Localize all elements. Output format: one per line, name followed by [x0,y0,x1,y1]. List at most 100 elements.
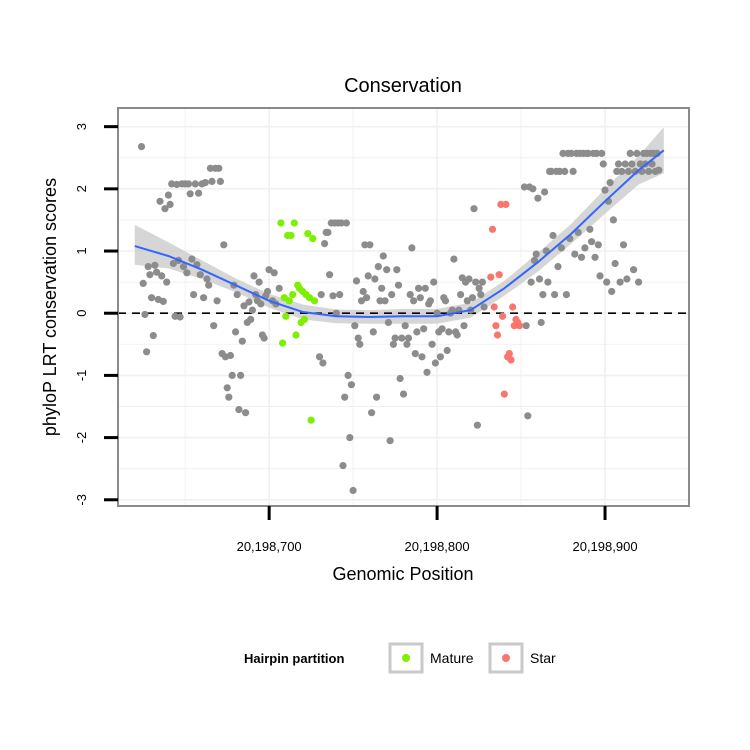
point-other [158,272,166,280]
point-other [391,334,399,342]
point-other [537,318,545,327]
point-other [359,287,367,296]
point-other [574,228,582,236]
point-mature [277,219,285,227]
point-other [475,284,483,292]
x-tick-label: 20,198,900 [572,539,637,554]
smooth-trend-line [134,149,665,319]
point-mature [310,297,319,305]
point-other [584,149,592,157]
point-other [645,167,653,175]
point-other [153,268,161,276]
point-other [361,241,369,249]
point-other [384,318,392,327]
point-other [468,294,476,302]
point-other [596,272,604,280]
point-other [465,275,473,283]
point-other [421,284,429,292]
point-other [226,351,235,360]
point-other [480,303,488,311]
point-other [369,328,377,336]
point-other [228,371,236,379]
point-other [248,306,256,314]
point-other [406,291,414,299]
point-other [611,259,619,268]
point-other [567,149,576,157]
point-other [270,269,278,277]
point-other [260,334,268,342]
point-star [487,273,495,281]
point-star [488,225,497,233]
point-other [448,306,456,314]
point-other [176,313,184,321]
point-other [416,294,424,302]
point-other [376,297,384,305]
point-star [490,303,498,311]
y-tick-label: -3 [74,494,89,506]
point-other [240,302,248,310]
point-other [549,231,557,240]
point-other [245,298,253,306]
point-other [408,244,416,252]
point-other [636,160,644,168]
point-other [356,340,364,348]
point-other [399,390,408,398]
point-other [250,272,258,280]
point-other [347,381,355,389]
point-other [206,164,214,172]
point-other [257,300,265,308]
point-mature [300,315,308,323]
point-star [499,312,507,320]
point-other [208,177,216,185]
point-other [393,266,401,274]
point-other [344,371,352,379]
point-other [569,167,577,175]
point-other [478,278,486,286]
point-other [195,189,203,197]
point-other [631,167,639,175]
y-tick-label: 3 [74,123,89,130]
point-other [156,197,164,205]
point-other [410,297,418,305]
point-other [191,180,199,188]
x-axis-title: Genomic Position [332,564,473,584]
point-other [188,255,196,263]
y-tick-label: 0 [74,310,89,317]
point-other [238,337,246,345]
point-other [626,149,634,157]
point-other [341,393,349,401]
point-mature [285,297,293,305]
y-tick-label: -1 [74,370,89,382]
point-other [401,322,409,330]
point-other [403,340,411,348]
point-other [190,291,198,299]
point-other [586,225,594,233]
point-other [527,278,535,286]
point-other [477,291,485,299]
point-other [551,291,559,299]
point-other [141,310,149,319]
panel-border [117,107,690,507]
point-other [624,167,633,175]
point-other [352,277,361,285]
point-other [423,368,431,376]
point-other [577,253,586,261]
y-tick-label: 1 [74,247,89,254]
point-other [603,278,611,286]
point-other [233,291,241,299]
point-other [529,185,537,193]
point-other [438,325,446,333]
point-other [148,294,156,302]
point-other [619,241,628,249]
point-other [368,409,376,417]
point-other [332,309,340,317]
point-other [166,200,174,208]
point-other [200,294,208,302]
legend: Hairpin partition Mature Star [244,642,556,674]
y-tick-label: -2 [74,432,89,444]
point-other [557,244,566,252]
point-other [184,180,193,188]
point-other [263,287,272,296]
point-other [460,322,468,330]
point-other [599,160,607,168]
